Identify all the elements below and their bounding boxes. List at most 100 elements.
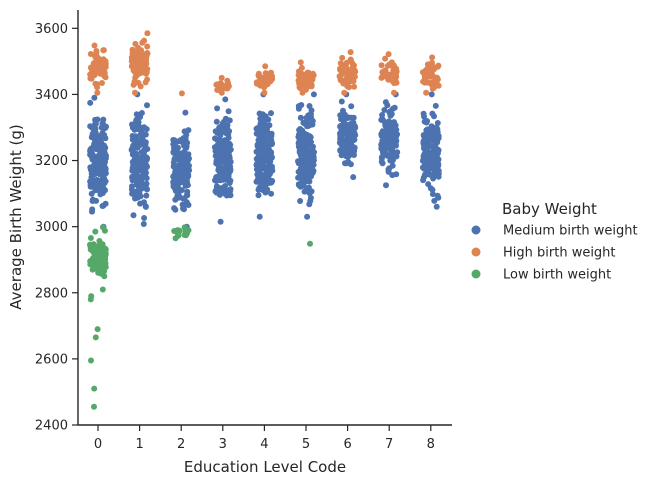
data-point [347,49,354,56]
data-point [303,170,310,177]
data-point [97,191,104,198]
data-point [100,47,107,54]
data-point [131,162,138,169]
data-point [131,156,138,163]
data-point [258,149,265,156]
data-point [338,134,345,141]
data-point [87,51,94,57]
data-point [420,177,427,184]
data-point [255,124,262,131]
data-point [182,155,189,162]
data-point [177,179,184,186]
data-point [299,130,306,137]
data-point [307,197,314,204]
data-point [101,132,108,138]
data-point [101,161,108,168]
data-point [385,129,391,136]
data-point [298,82,305,88]
data-point [304,213,311,220]
data-point [304,158,310,165]
data-point [98,171,105,178]
data-point [424,118,430,125]
data-point [226,153,233,159]
data-point [433,171,440,177]
x-tick-label: 5 [302,437,310,452]
data-point [382,55,389,62]
data-point [303,83,309,90]
data-point [94,146,101,153]
data-point [217,132,224,139]
data-point [180,195,187,202]
data-point [434,192,441,199]
data-point [430,160,437,166]
x-tick-label: 6 [343,437,351,452]
data-point [140,221,147,227]
data-point [91,94,98,101]
data-point [351,152,357,158]
data-point [431,113,437,120]
data-point [299,89,306,96]
data-point [217,167,224,174]
data-point [256,110,263,117]
data-point [348,77,354,84]
data-point [308,107,315,114]
data-point [338,66,345,73]
data-point [384,152,391,158]
legend-label: High birth weight [503,246,616,261]
data-point [385,119,392,126]
y-tick-label: 3200 [35,154,68,169]
data-point [300,142,307,149]
data-point [92,228,99,235]
data-point [386,165,393,172]
data-point [349,64,356,71]
data-point [345,123,352,130]
data-point [130,212,137,219]
data-point [296,138,303,145]
data-point [132,89,138,96]
data-point [384,102,391,109]
data-point [391,104,398,111]
data-point [96,151,103,158]
data-point [214,149,221,156]
data-point [214,105,221,112]
data-point [87,235,94,241]
data-point [308,172,315,179]
data-point [139,39,146,46]
data-point [428,60,435,67]
data-point [172,206,179,213]
data-point [99,224,106,231]
data-point [343,152,350,159]
data-point [343,59,350,66]
data-point [383,135,390,142]
data-point [216,161,223,168]
data-point [184,179,190,186]
data-point [227,163,234,170]
data-point [343,160,350,167]
data-point [178,187,185,194]
data-point [96,65,103,72]
data-point [140,124,147,131]
legend-label: Low birth weight [503,268,611,283]
data-point [337,123,344,130]
data-point [390,65,397,72]
data-point [94,84,101,91]
data-point [429,54,436,61]
data-point [337,139,344,146]
data-point [295,105,302,112]
data-point [130,81,137,88]
data-point [297,198,304,204]
data-point [255,129,262,136]
data-point [87,123,94,130]
data-point [182,109,189,116]
data-point [391,72,398,79]
data-point [143,66,150,73]
data-point [258,174,265,181]
data-point [295,72,302,79]
data-point [98,242,105,248]
data-point [262,63,269,70]
data-point [131,168,138,175]
data-point [101,149,108,156]
data-point [379,132,385,139]
data-point [92,121,99,127]
legend-label: Medium birth weight [503,224,638,239]
